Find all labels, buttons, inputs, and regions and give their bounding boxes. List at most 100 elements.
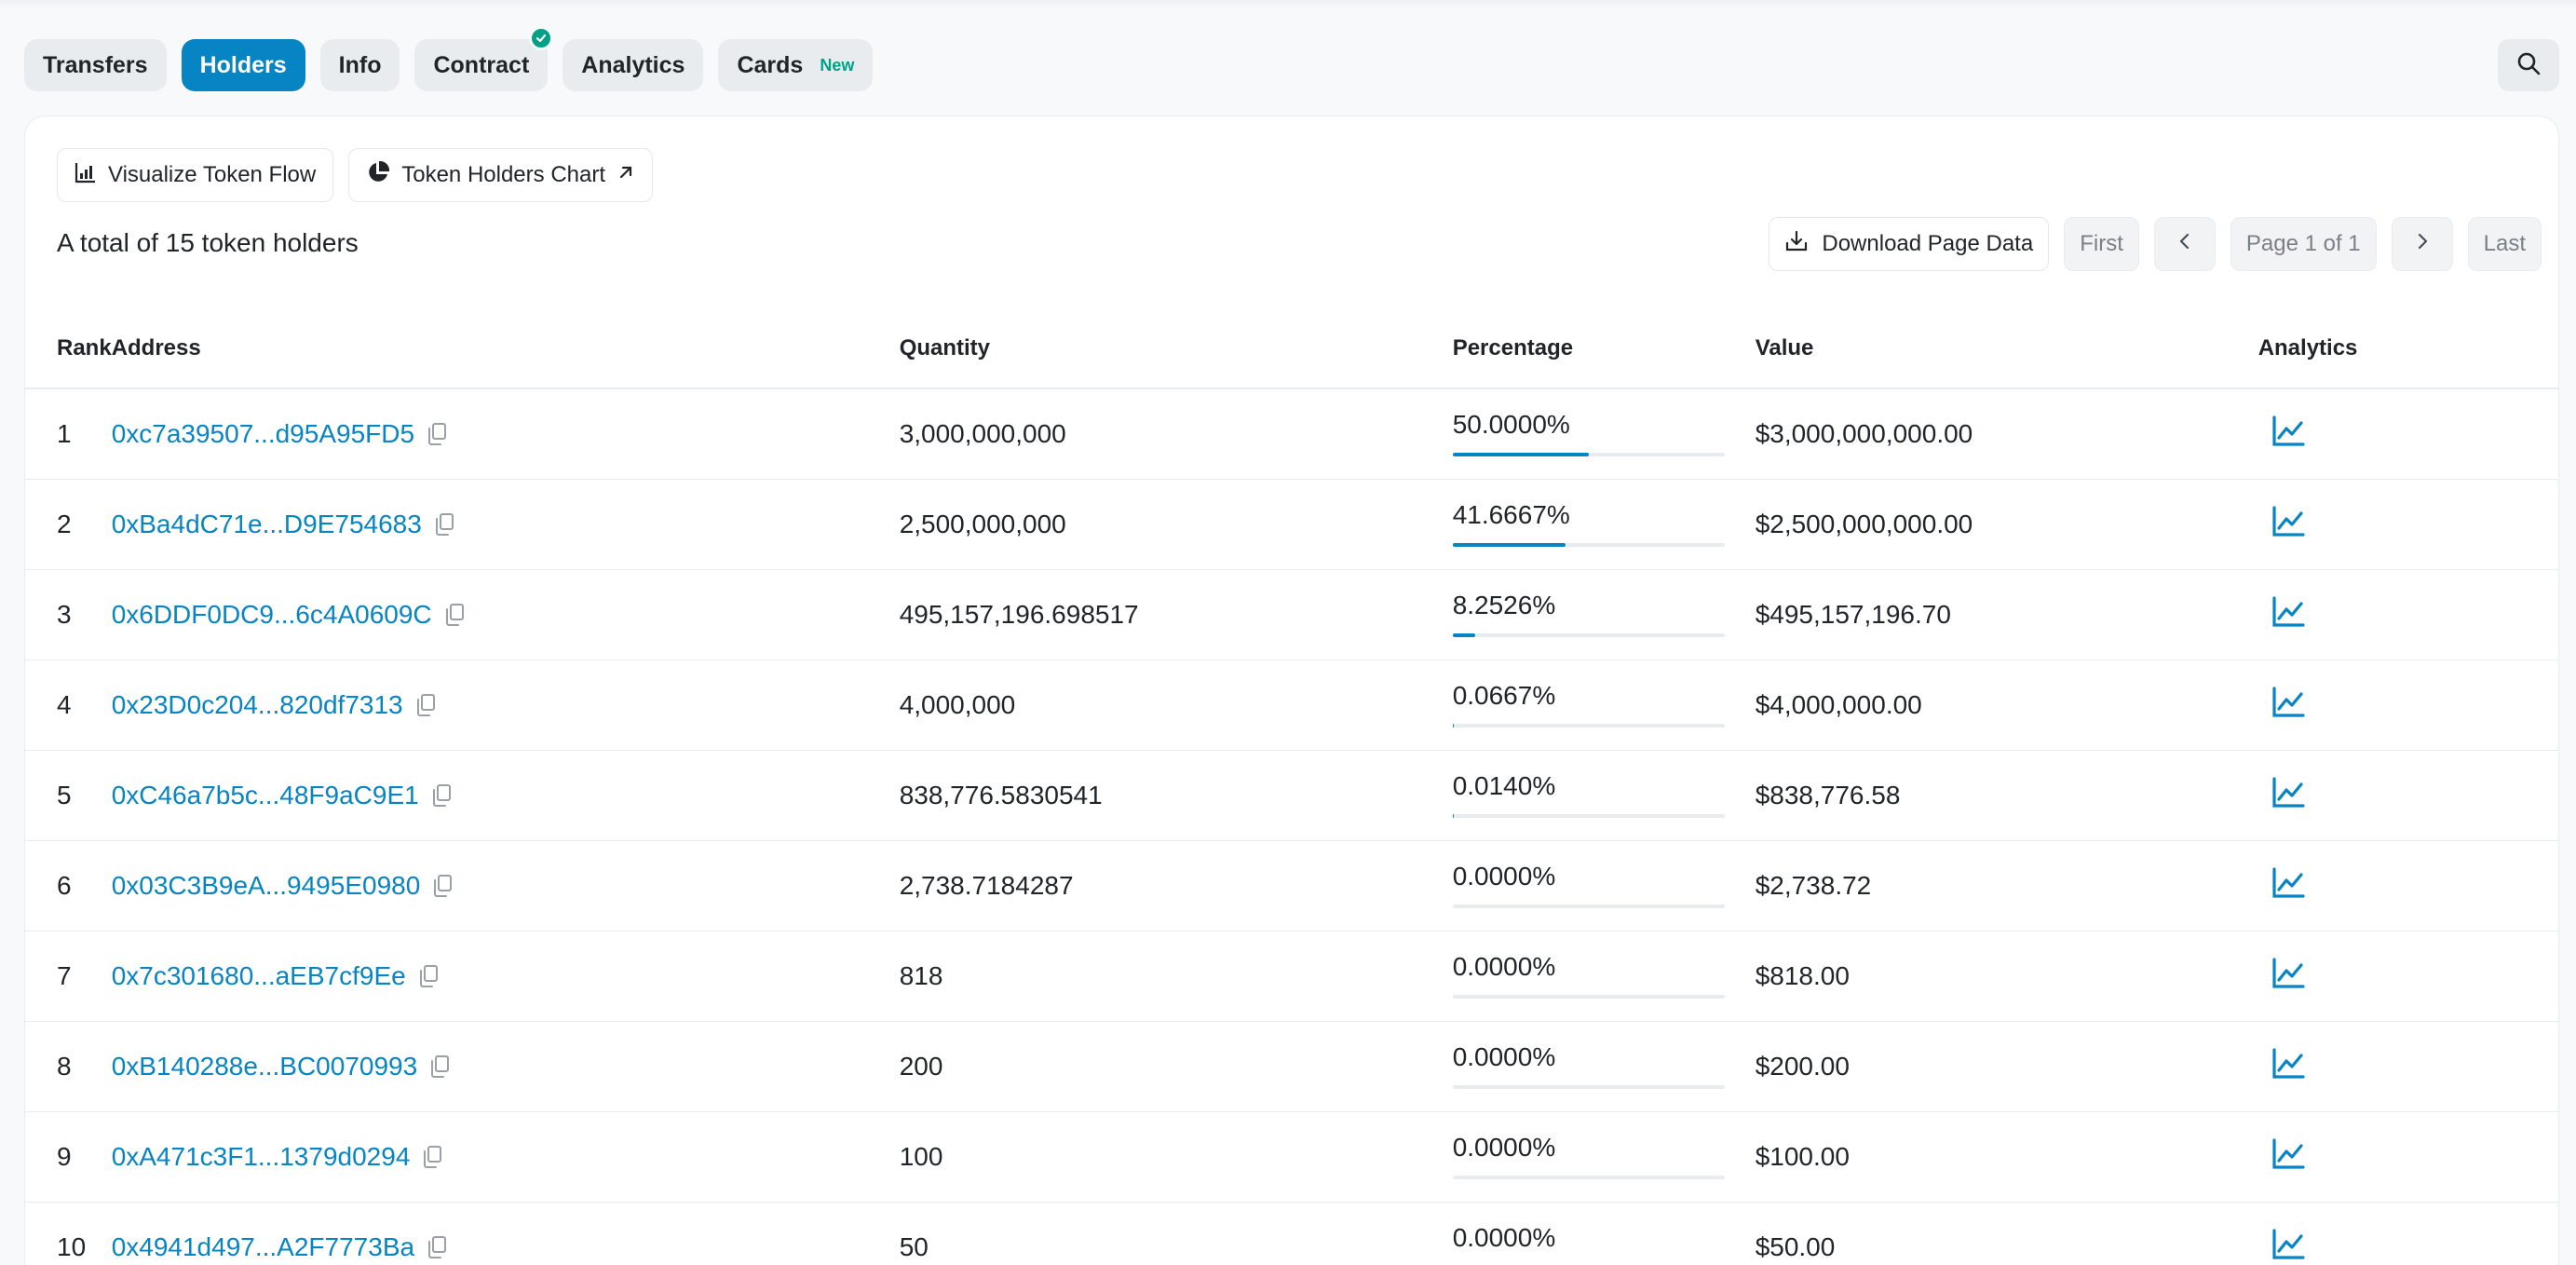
previous-page-button[interactable] (2153, 217, 2216, 271)
download-page-data-button[interactable]: Download Page Data (1769, 217, 2050, 271)
percentage-bar-fill (1452, 453, 1589, 456)
top-shadow (0, 0, 2576, 9)
value-cell: $495,157,196.70 (1755, 569, 2258, 660)
line-chart-icon[interactable] (2271, 776, 2305, 809)
rank-cell: 10 (25, 1202, 112, 1265)
percentage-bar-fill (1452, 814, 1454, 818)
percentage-text: 8.2526% (1452, 591, 1556, 619)
value-cell: $838,776.58 (1755, 750, 2258, 841)
holder-address-link[interactable]: 0x4941d497...A2F7773Ba (111, 1232, 415, 1261)
visualize-token-flow-button[interactable]: Visualize Token Flow (57, 148, 334, 202)
holder-address-link[interactable]: 0xA471c3F1...1379d0294 (111, 1142, 411, 1171)
percentage-text: 0.0000% (1452, 952, 1556, 981)
quantity-cell: 200 (899, 1021, 1453, 1112)
table-row: 5 0xC46a7b5c...48F9aC9E1 838,776.5830541… (25, 750, 2558, 841)
last-page-button[interactable]: Last (2467, 217, 2542, 271)
line-chart-icon[interactable] (2271, 957, 2305, 989)
chevron-right-icon (2413, 231, 2432, 257)
quantity-cell: 4,000,000 (899, 660, 1453, 751)
token-holders-chart-button[interactable]: Token Holders Chart (348, 148, 653, 202)
analytics-cell (2257, 750, 2558, 841)
table-row: 8 0xB140288e...BC0070993 200 0.0000% $20… (25, 1021, 2558, 1112)
tab-holders[interactable]: Holders (181, 39, 305, 91)
percentage-bar (1452, 905, 1725, 908)
header-quantity: Quantity (899, 308, 1453, 389)
copy-icon[interactable] (428, 1054, 451, 1079)
analytics-cell (2257, 479, 2558, 570)
new-badge: New (820, 55, 855, 75)
copy-icon[interactable] (443, 603, 466, 627)
holder-address-link[interactable]: 0xC46a7b5c...48F9aC9E1 (111, 781, 419, 809)
percentage-text: 0.0000% (1452, 862, 1556, 891)
search-button[interactable] (2498, 39, 2559, 91)
next-page-button[interactable] (2391, 217, 2453, 271)
rank-cell: 4 (25, 660, 112, 751)
line-chart-icon[interactable] (2271, 1228, 2305, 1260)
table-row: 7 0x7c301680...aEB7cf9Ee 818 0.0000% $81… (25, 931, 2558, 1022)
percentage-cell: 0.0000% (1452, 1111, 1756, 1203)
address-cell: 0xA471c3F1...1379d0294 (111, 1111, 900, 1203)
address-cell: 0xB140288e...BC0070993 (111, 1021, 900, 1112)
value-cell: $3,000,000,000.00 (1755, 388, 2258, 480)
percentage-cell: 0.0000% (1452, 1202, 1756, 1265)
percentage-text: 41.6667% (1452, 500, 1570, 529)
quantity-cell: 495,157,196.698517 (899, 569, 1453, 660)
value-cell: $50.00 (1755, 1202, 2258, 1265)
holder-address-link[interactable]: 0xc7a39507...d95A95FD5 (111, 419, 415, 448)
download-icon (1784, 229, 1809, 260)
copy-icon[interactable] (430, 783, 453, 808)
analytics-cell (2257, 388, 2558, 480)
line-chart-icon[interactable] (2271, 415, 2305, 447)
holder-address-link[interactable]: 0xB140288e...BC0070993 (111, 1052, 418, 1081)
rank-cell: 3 (25, 569, 112, 660)
rank-cell: 7 (25, 931, 112, 1022)
quantity-cell: 50 (899, 1202, 1453, 1265)
table-row: 10 0x4941d497...A2F7773Ba 50 0.0000% $50… (25, 1202, 2558, 1265)
percentage-bar (1452, 633, 1725, 637)
analytics-cell (2257, 569, 2558, 660)
copy-icon[interactable] (433, 512, 455, 537)
tab-analytics[interactable]: Analytics (563, 39, 704, 91)
chevron-left-icon (2176, 231, 2194, 257)
copy-icon[interactable] (414, 693, 437, 717)
copy-icon[interactable] (417, 964, 440, 988)
percentage-text: 0.0667% (1452, 681, 1556, 710)
rank-cell: 5 (25, 750, 112, 841)
first-page-button[interactable]: First (2064, 217, 2139, 271)
percentage-bar (1452, 543, 1725, 547)
holder-address-link[interactable]: 0xBa4dC71e...D9E754683 (111, 510, 422, 538)
percentage-bar (1452, 453, 1725, 456)
analytics-cell (2257, 931, 2558, 1022)
copy-icon[interactable] (431, 874, 454, 898)
percentage-cell: 50.0000% (1452, 388, 1756, 480)
copy-icon[interactable] (421, 1145, 443, 1169)
table-row: 2 0xBa4dC71e...D9E754683 2,500,000,000 4… (25, 479, 2558, 570)
line-chart-icon[interactable] (2271, 1137, 2305, 1170)
percentage-bar (1452, 1176, 1725, 1179)
line-chart-icon[interactable] (2271, 505, 2305, 537)
copy-icon[interactable] (426, 1235, 448, 1259)
tab-cards[interactable]: Cards New (718, 39, 874, 91)
tab-contract[interactable]: Contract (414, 26, 554, 91)
tab-transfers[interactable]: Transfers (24, 39, 167, 91)
tab-label: Contract (433, 51, 530, 78)
copy-icon[interactable] (426, 422, 448, 446)
value-cell: $2,500,000,000.00 (1755, 479, 2258, 570)
tab-label: Holders (199, 51, 287, 78)
search-icon (2515, 50, 2542, 81)
holder-address-link[interactable]: 0x7c301680...aEB7cf9Ee (111, 961, 406, 990)
holder-address-link[interactable]: 0x03C3B9eA...9495E0980 (111, 871, 421, 900)
table-row: 3 0x6DDF0DC9...6c4A0609C 495,157,196.698… (25, 569, 2558, 660)
line-chart-icon[interactable] (2271, 866, 2305, 899)
holders-table-body: 1 0xc7a39507...d95A95FD5 3,000,000,000 5… (25, 388, 2558, 1265)
percentage-cell: 0.0000% (1452, 931, 1756, 1022)
rank-cell: 8 (25, 1021, 112, 1112)
table-row: 6 0x03C3B9eA...9495E0980 2,738.7184287 0… (25, 840, 2558, 932)
line-chart-icon[interactable] (2271, 1047, 2305, 1080)
line-chart-icon[interactable] (2271, 686, 2305, 718)
holder-address-link[interactable]: 0x6DDF0DC9...6c4A0609C (111, 600, 432, 629)
tab-info[interactable]: Info (319, 39, 400, 91)
holder-address-link[interactable]: 0x23D0c204...820df7313 (111, 690, 403, 719)
table-header-row: Rank Address Quantity Percentage Value A… (25, 308, 2558, 389)
line-chart-icon[interactable] (2271, 595, 2305, 628)
